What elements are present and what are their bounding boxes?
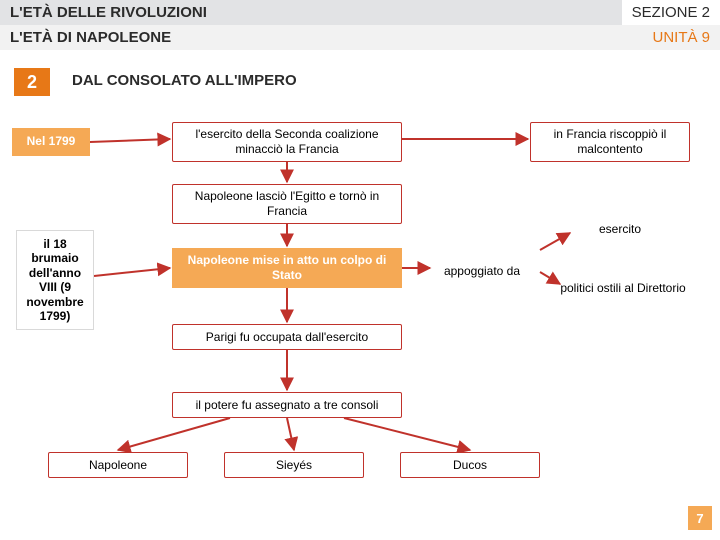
- diagram-node: il potere fu assegnato a tre consoli: [172, 392, 402, 418]
- diagram-node: appoggiato da: [432, 260, 532, 283]
- diagram-node: l'esercito della Seconda coalizione mina…: [172, 122, 402, 162]
- header-row-2: L'ETÀ DI NAPOLEONE UNITÀ 9: [0, 25, 720, 50]
- date-box: il 18 brumaio dell'anno VIII (9 novembre…: [16, 230, 94, 330]
- date-box: Nel 1799: [12, 128, 90, 156]
- diagram-node: in Francia riscoppiò il malcontento: [530, 122, 690, 162]
- chapter-title: L'ETÀ DI NAPOLEONE: [0, 25, 181, 50]
- diagram-node: Parigi fu occupata dall'esercito: [172, 324, 402, 350]
- number-badge: 2: [14, 68, 50, 96]
- section-label: SEZIONE 2: [622, 0, 720, 25]
- diagram-node: Napoleone mise in atto un colpo di Stato: [172, 248, 402, 288]
- header-row-1: L'ETÀ DELLE RIVOLUZIONI SEZIONE 2: [0, 0, 720, 25]
- diagram-node: Sieyés: [224, 452, 364, 478]
- page-number: 7: [688, 506, 712, 530]
- diagram-node: politici ostili al Direttorio: [548, 272, 698, 304]
- diagram-node: Ducos: [400, 452, 540, 478]
- slide-subtitle: DAL CONSOLATO ALL'IMPERO: [72, 72, 297, 89]
- diagram-node: Napoleone: [48, 452, 188, 478]
- section-title: L'ETÀ DELLE RIVOLUZIONI: [0, 0, 217, 25]
- diagram-node: esercito: [560, 218, 680, 241]
- diagram-node: Napoleone lasciò l'Egitto e tornò in Fra…: [172, 184, 402, 224]
- slide-header: L'ETÀ DELLE RIVOLUZIONI SEZIONE 2 L'ETÀ …: [0, 0, 720, 50]
- unit-label: UNITÀ 9: [642, 25, 720, 50]
